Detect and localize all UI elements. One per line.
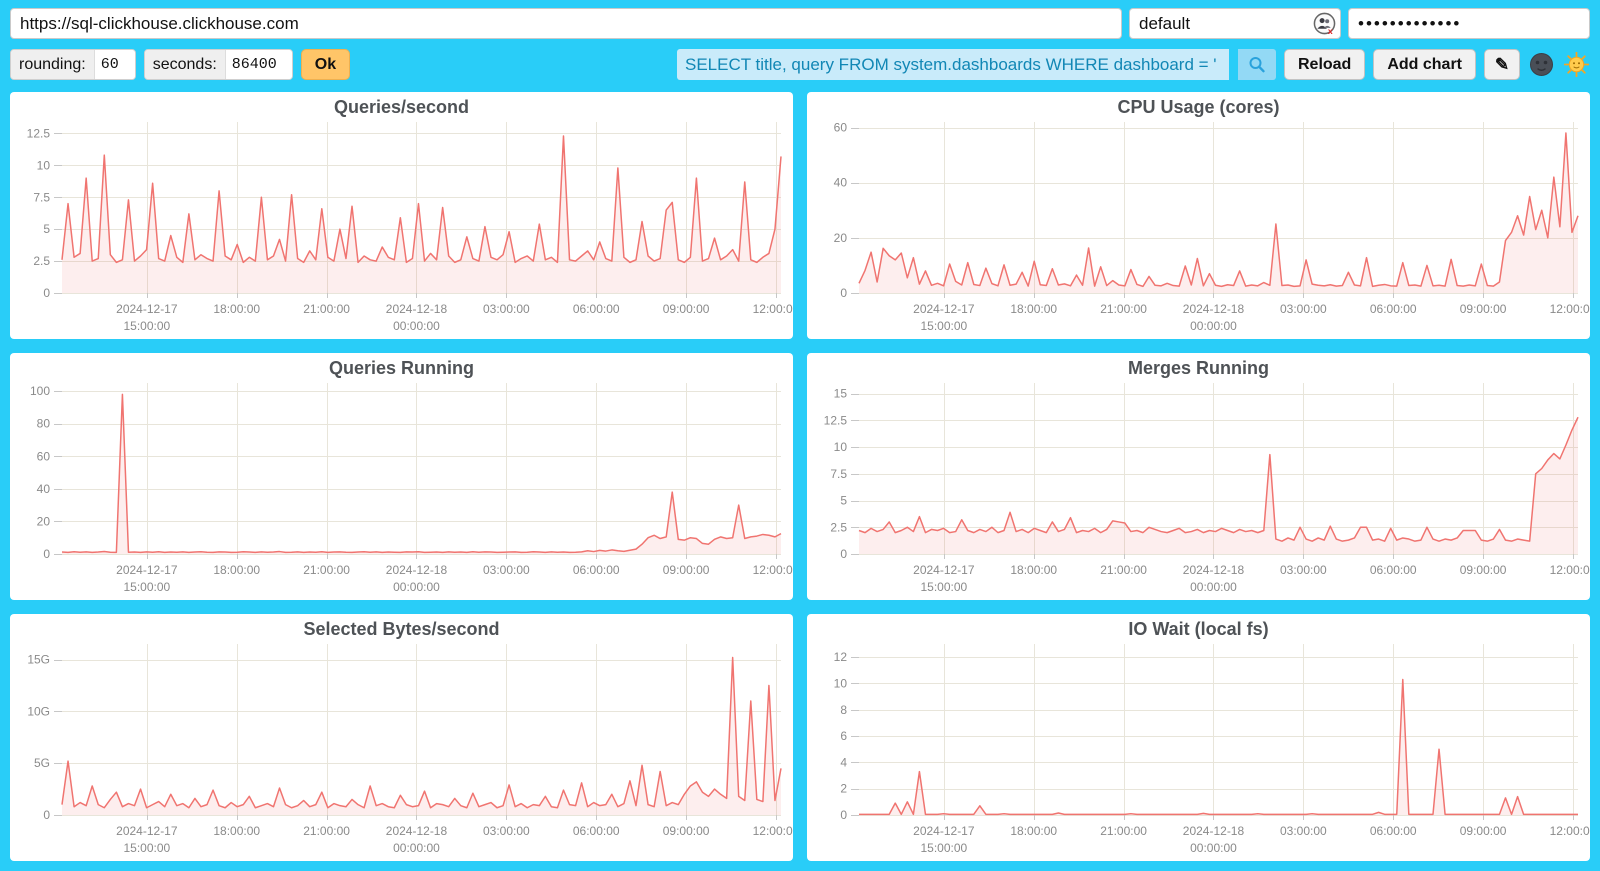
- chart-canvas-queries-per-second[interactable]: [10, 92, 793, 339]
- server-url-input[interactable]: [10, 8, 1122, 39]
- reload-button[interactable]: Reload: [1283, 49, 1366, 80]
- chart-card-queries-per-second: Queries/second: [10, 92, 793, 339]
- seconds-label: seconds:: [144, 50, 226, 79]
- add-chart-button[interactable]: Add chart: [1373, 49, 1476, 80]
- connection-bar: x: [10, 8, 1590, 39]
- chart-card-selected-bytes: Selected Bytes/second: [10, 614, 793, 861]
- pencil-icon: ✎: [1494, 54, 1510, 74]
- chart-canvas-io-wait[interactable]: [807, 614, 1590, 861]
- moon-face-icon: [1530, 53, 1553, 76]
- charts-grid: Queries/second CPU Usage (cores) Queries…: [10, 92, 1590, 861]
- chart-canvas-merges-running[interactable]: [807, 353, 1590, 600]
- search-icon: [1249, 56, 1265, 72]
- chart-card-queries-running: Queries Running: [10, 353, 793, 600]
- controls-bar: rounding: seconds: Ok Reload Add chart ✎: [10, 49, 1590, 80]
- seconds-param: seconds:: [143, 49, 293, 80]
- chart-canvas-queries-running[interactable]: [10, 353, 793, 600]
- user-field-wrap: x: [1129, 8, 1341, 39]
- chart-canvas-selected-bytes[interactable]: [10, 614, 793, 861]
- light-theme-button[interactable]: [1563, 51, 1590, 78]
- chart-canvas-cpu-usage[interactable]: [807, 92, 1590, 339]
- search-button[interactable]: [1237, 49, 1276, 80]
- chart-card-io-wait: IO Wait (local fs): [807, 614, 1590, 861]
- rounding-param: rounding:: [10, 49, 136, 80]
- svg-text:x: x: [1328, 26, 1333, 35]
- password-input[interactable]: [1348, 8, 1590, 39]
- sun-face-icon: [1564, 52, 1589, 77]
- ok-button[interactable]: Ok: [300, 49, 351, 80]
- chart-card-merges-running: Merges Running: [807, 353, 1590, 600]
- rounding-label: rounding:: [11, 50, 95, 79]
- chart-card-cpu-usage: CPU Usage (cores): [807, 92, 1590, 339]
- username-input[interactable]: [1129, 8, 1341, 39]
- dark-theme-button[interactable]: [1528, 51, 1555, 78]
- edit-button[interactable]: ✎: [1484, 49, 1520, 80]
- dashboard-query-input[interactable]: [676, 49, 1229, 80]
- seconds-input[interactable]: [225, 50, 292, 79]
- rounding-input[interactable]: [94, 50, 135, 79]
- password-manager-icon[interactable]: x: [1313, 12, 1336, 35]
